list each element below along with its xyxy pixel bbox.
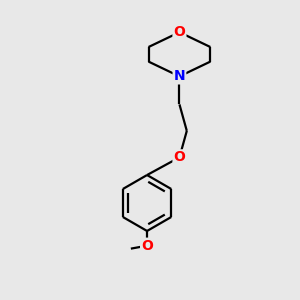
Text: N: N — [174, 69, 185, 83]
Text: O: O — [173, 150, 185, 164]
Text: O: O — [141, 239, 153, 253]
Text: O: O — [173, 25, 185, 39]
